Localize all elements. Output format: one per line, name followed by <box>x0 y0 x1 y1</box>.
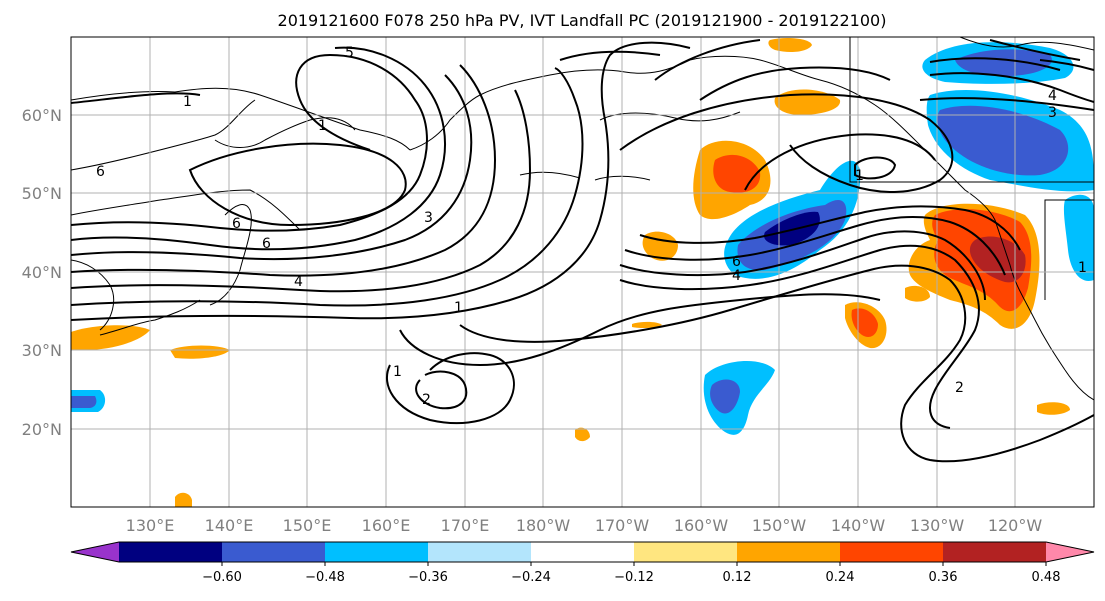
contour-label: 6 <box>96 164 105 180</box>
colorbar-tick-label: −0.12 <box>614 570 654 585</box>
contour-label: 5 <box>345 45 354 61</box>
shading-positive-small-6 <box>632 321 662 329</box>
colorbar-tick-label: 0.12 <box>723 570 752 585</box>
colorbar-segment <box>428 542 532 562</box>
colorbar-outline <box>70 541 1095 563</box>
shading-negative-subtropics-core <box>710 379 740 414</box>
contour-label: 1 <box>183 94 192 110</box>
map-panel: 5 6 1 6 3 6 4 1 1 2 1 4 6 4 3 1 2 1 <box>70 36 1095 508</box>
contour-label: 2 <box>955 380 964 396</box>
coastlines <box>71 37 1094 401</box>
colorbar-segment <box>119 542 223 562</box>
colorbar-segment <box>737 542 841 562</box>
contour-label: 6 <box>732 254 741 270</box>
lat-label: 20°N <box>22 420 62 439</box>
map-border <box>70 36 1095 508</box>
contour-label: 3 <box>424 210 433 226</box>
colorbar-tick-label: 0.36 <box>929 570 958 585</box>
lon-label: 160°E <box>362 516 411 535</box>
contour-label: 4 <box>732 268 741 284</box>
colorbar-tick-label: −0.48 <box>305 570 345 585</box>
contour-label: 1 <box>318 118 327 134</box>
latitude-labels: 60°N 50°N 40°N 30°N 20°N <box>22 106 62 439</box>
lon-label: 150°W <box>752 516 807 535</box>
contour-label: 1 <box>855 168 864 184</box>
colorbar-segment <box>222 542 326 562</box>
colorbar: −0.60 −0.48 −0.36 −0.24 −0.12 0.12 0.24 0.36 0.4… <box>70 541 1095 585</box>
colorbar-segment <box>634 542 738 562</box>
colorbar-segment <box>840 542 944 562</box>
contour-label: 1 <box>1078 260 1087 276</box>
lon-label: 130°W <box>910 516 965 535</box>
contour-label: 4 <box>294 274 303 290</box>
lon-label: 140°E <box>205 516 254 535</box>
lon-label: 150°E <box>283 516 332 535</box>
contour-label: 2 <box>422 392 431 408</box>
shading-positive-small-7 <box>575 427 590 442</box>
lat-label: 60°N <box>22 106 62 125</box>
colorbar-segment <box>531 542 635 562</box>
colorbar-tick-label: 0.48 <box>1032 570 1061 585</box>
lat-label: 30°N <box>22 341 62 360</box>
colorbar-tick-label: 0.24 <box>826 570 855 585</box>
contour-label: 1 <box>454 300 463 316</box>
lon-label: 170°E <box>441 516 490 535</box>
shading-negative-west-core <box>71 396 97 408</box>
shading-positive-small-5 <box>175 492 192 507</box>
shading-positive-west-2 <box>170 345 230 359</box>
lon-label: 160°W <box>674 516 729 535</box>
map-title: 2019121600 F078 250 hPa PV, IVT Landfall… <box>278 11 887 30</box>
colorbar-extend-max <box>1046 542 1094 562</box>
shading-negative-north-core <box>955 49 1052 77</box>
shading-layer <box>71 37 1094 507</box>
colorbar-tick-label: −0.24 <box>511 570 551 585</box>
shading-negative-gulf-alaska-max <box>764 211 820 246</box>
shading-positive-small-4 <box>1037 402 1070 415</box>
shading-negative-us-east <box>1063 194 1094 281</box>
lat-label: 40°N <box>22 263 62 282</box>
lat-label: 50°N <box>22 184 62 203</box>
lon-label: 170°W <box>595 516 650 535</box>
colorbar-tick-label: −0.60 <box>202 570 242 585</box>
lon-label: 130°E <box>126 516 175 535</box>
lon-label: 180°W <box>516 516 571 535</box>
pv-contours <box>71 39 1094 463</box>
lon-label: 120°W <box>988 516 1043 535</box>
contour-labels: 5 6 1 6 3 6 4 1 1 2 1 4 6 4 3 1 2 1 <box>96 45 1087 408</box>
shading-negative-subtropics <box>703 360 775 435</box>
contour-label: 6 <box>262 236 271 252</box>
lon-label: 140°W <box>831 516 886 535</box>
colorbar-extend-min <box>71 542 119 562</box>
shading-negative-canada-core <box>937 105 1069 176</box>
contour-label: 6 <box>232 216 241 232</box>
contour-label: 1 <box>393 364 402 380</box>
colorbar-tick-label: −0.36 <box>408 570 448 585</box>
colorbar-segment <box>325 542 429 562</box>
contour-label: 3 <box>1048 105 1057 121</box>
shading-positive-west-1 <box>71 325 150 350</box>
longitude-labels: 130°E 140°E 150°E 160°E 170°E 180°W 170°… <box>126 516 1043 535</box>
colorbar-segment <box>943 542 1047 562</box>
contour-label: 4 <box>1048 88 1057 104</box>
shading-positive-small-3 <box>905 285 930 302</box>
